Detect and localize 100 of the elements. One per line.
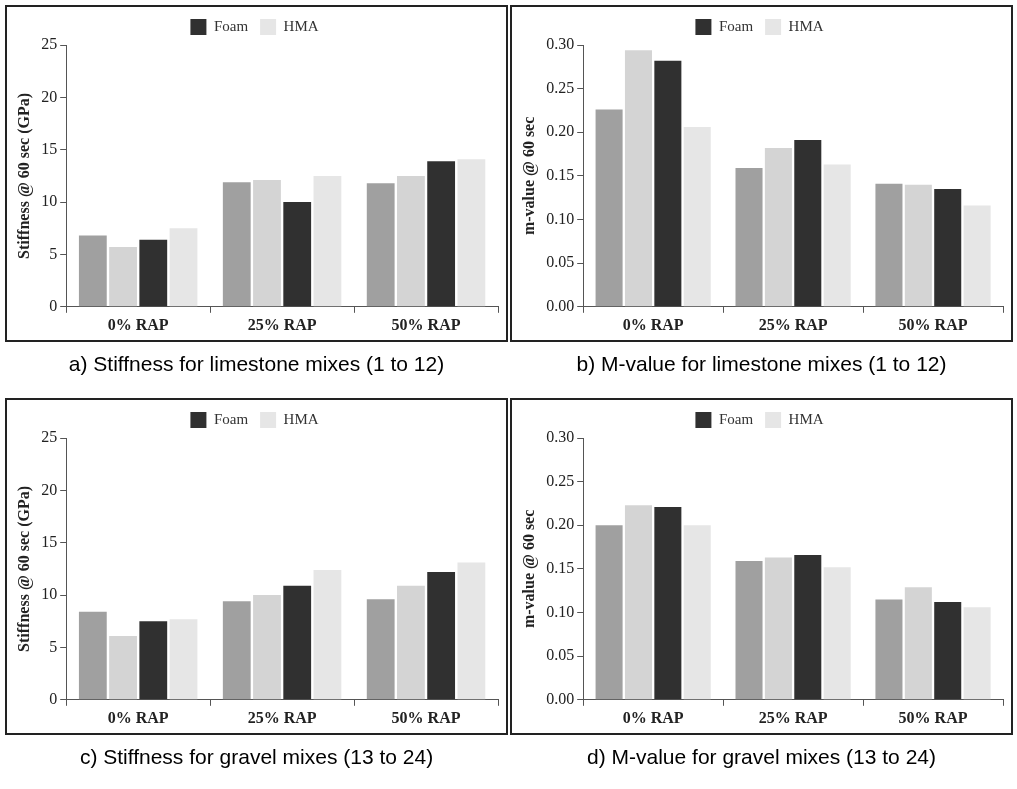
bar: [963, 205, 991, 307]
y-tick-label: 15: [41, 532, 58, 550]
x-tick-label: 25% RAP: [758, 315, 828, 333]
x-tick-label: 25% RAP: [247, 315, 317, 333]
y-tick-label: 10: [41, 585, 58, 603]
bar: [934, 602, 962, 700]
y-tick-label: 0.10: [546, 602, 575, 620]
y-tick-label: 5: [49, 244, 58, 262]
bar: [222, 182, 251, 307]
bar: [875, 183, 903, 307]
y-axis-title: Stiffness @ 60 sec (GPa): [14, 92, 33, 259]
bar: [78, 611, 107, 700]
bar: [823, 567, 851, 700]
y-tick-label: 0.00: [546, 690, 575, 707]
bar: [313, 569, 342, 700]
legend-label: Foam: [718, 410, 754, 427]
x-tick-label: 50% RAP: [898, 315, 968, 333]
y-axis-title: m-value @ 60 sec: [519, 509, 538, 629]
x-tick-label: 50% RAP: [391, 708, 461, 726]
legend-label: HMA: [788, 17, 824, 34]
x-tick-label: 50% RAP: [898, 708, 968, 726]
y-tick-label: 0: [49, 690, 58, 707]
bar: [624, 505, 652, 700]
bar: [683, 525, 711, 700]
y-tick-label: 10: [41, 192, 58, 210]
bar: [963, 607, 991, 700]
y-tick-label: 0.30: [546, 35, 575, 53]
bar: [624, 50, 652, 307]
y-tick-label: 5: [49, 637, 58, 655]
legend-label: Foam: [718, 17, 754, 34]
bar: [366, 599, 395, 700]
y-axis-title: m-value @ 60 sec: [519, 116, 538, 236]
bar: [313, 175, 342, 307]
x-tick-label: 25% RAP: [758, 708, 828, 726]
bar: [169, 228, 198, 307]
bar: [823, 164, 851, 307]
bar: [904, 184, 932, 307]
bar: [222, 601, 251, 700]
x-tick-label: 0% RAP: [107, 315, 169, 333]
y-tick-label: 0.20: [546, 515, 575, 533]
y-tick-label: 0.00: [546, 297, 575, 314]
bar: [109, 247, 137, 307]
y-tick-label: 0.20: [546, 122, 575, 140]
bar: [397, 585, 425, 700]
bar: [253, 180, 281, 307]
y-tick-label: 25: [41, 428, 58, 446]
text: c) Stiffness for gravel mixes (13 to 24): [78, 745, 435, 769]
bar: [139, 239, 168, 307]
bar: [595, 109, 623, 307]
y-tick-label: 0.15: [546, 559, 575, 577]
x-tick-label: 25% RAP: [247, 708, 317, 726]
text: d) M-value for gravel mixes (13 to 24): [586, 745, 937, 769]
legend-label: HMA: [283, 410, 319, 427]
x-tick-label: 0% RAP: [622, 708, 684, 726]
bar: [764, 557, 792, 700]
bar: [654, 60, 682, 307]
bar: [595, 525, 623, 700]
x-tick-label: 0% RAP: [622, 315, 684, 333]
y-tick-label: 0.25: [546, 78, 575, 96]
bar: [904, 587, 932, 700]
bar: [169, 619, 198, 700]
y-tick-label: 0.05: [546, 646, 575, 664]
y-axis-title: Stiffness @ 60 sec (GPa): [14, 485, 33, 652]
bar: [794, 140, 822, 307]
bar: [735, 168, 763, 307]
bar: [109, 635, 137, 700]
bar: [427, 572, 456, 700]
y-tick-label: 0.25: [546, 471, 575, 489]
bar: [875, 599, 903, 700]
bar: [457, 562, 486, 700]
bar: [427, 161, 456, 307]
bar: [78, 235, 107, 307]
legend-label: Foam: [213, 410, 249, 427]
bar: [794, 554, 822, 700]
y-tick-label: 20: [41, 87, 58, 105]
legend-label: HMA: [788, 410, 824, 427]
y-tick-label: 0.15: [546, 166, 575, 184]
bar: [283, 202, 312, 307]
text: b) M-value for limestone mixes (1 to 12): [575, 352, 948, 376]
bar: [283, 585, 312, 700]
bar: [253, 595, 281, 700]
y-tick-label: 0: [49, 297, 58, 314]
bar: [934, 188, 962, 307]
legend-label: Foam: [213, 17, 249, 34]
y-tick-label: 25: [41, 35, 58, 53]
legend-label: HMA: [283, 17, 319, 34]
bar: [735, 561, 763, 700]
bar: [683, 127, 711, 307]
y-tick-label: 15: [41, 139, 58, 157]
text: a) Stiffness for limestone mixes (1 to 12): [67, 352, 446, 376]
x-tick-label: 0% RAP: [107, 708, 169, 726]
y-tick-label: 20: [41, 480, 58, 498]
bar: [139, 621, 168, 700]
bar: [457, 159, 486, 307]
bar: [397, 175, 425, 307]
y-tick-label: 0.30: [546, 428, 575, 446]
y-tick-label: 0.05: [546, 253, 575, 271]
bar: [366, 183, 395, 307]
x-tick-label: 50% RAP: [391, 315, 461, 333]
bar: [654, 506, 682, 700]
